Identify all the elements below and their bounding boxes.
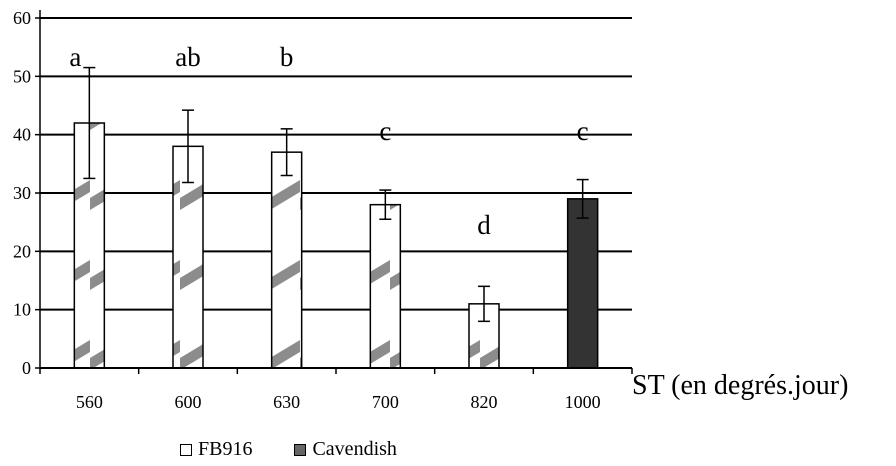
legend-label-fb916: FB916 xyxy=(198,438,253,460)
significance-letter: c xyxy=(379,116,391,146)
significance-letter: d xyxy=(477,210,491,240)
y-tick-label: 20 xyxy=(13,241,31,261)
x-tick-label: 700 xyxy=(372,392,399,412)
x-tick-label: 630 xyxy=(273,392,300,412)
legend-item-cavendish: Cavendish xyxy=(294,438,397,461)
y-tick-label: 40 xyxy=(13,125,31,145)
legend: FB916 Cavendish xyxy=(180,438,439,461)
y-tick-label: 60 xyxy=(13,8,31,28)
y-tick-label: 10 xyxy=(13,300,31,320)
y-tick-label: 50 xyxy=(13,66,31,86)
legend-item-fb916: FB916 xyxy=(180,438,252,461)
bar-cavendish-1000 xyxy=(566,198,599,369)
significance-letter: c xyxy=(577,116,589,146)
x-tick-label: 1000 xyxy=(565,392,601,412)
significance-letter: a xyxy=(69,42,81,72)
legend-swatch-fb916 xyxy=(180,443,192,456)
significance-letter: b xyxy=(280,42,294,72)
bar-fb916-700 xyxy=(369,203,402,369)
x-tick-label: 560 xyxy=(76,392,103,412)
x-tick-label: 600 xyxy=(175,392,202,412)
x-axis-label: ST (en degrés.jour) xyxy=(632,370,849,401)
legend-swatch-cavendish xyxy=(294,443,307,456)
y-tick-label: 30 xyxy=(13,183,31,203)
y-tick-label: 0 xyxy=(22,358,31,378)
bar-fb916-630 xyxy=(270,151,303,369)
x-tick-label: 820 xyxy=(471,392,498,412)
significance-letter: ab xyxy=(175,42,200,72)
legend-label-cavendish: Cavendish xyxy=(312,438,397,460)
